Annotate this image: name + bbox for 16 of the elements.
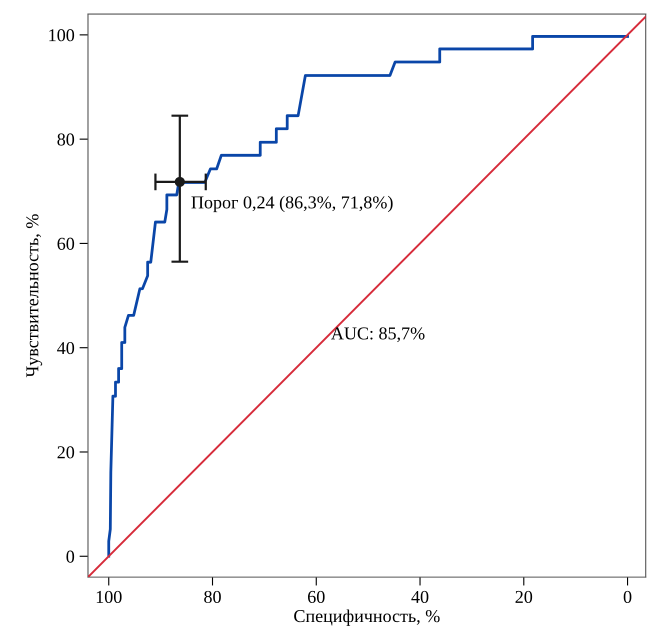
annotation: AUC: 85,7% [331,327,425,342]
x-tick-label: 80 [204,590,221,604]
y-axis-title: Чувствительность, % [26,214,42,378]
x-tick-label: 0 [624,590,632,604]
x-axis-title: Специфичность, % [294,609,440,626]
x-tick-label: 20 [516,590,532,604]
x-tick-label: 60 [308,590,325,604]
y-tick-label: 20 [58,446,74,458]
x-tick-label: 100 [96,590,122,604]
annotation: Порог 0,24 (86,3%, 71,8%) [191,196,393,212]
y-tick-label: 40 [57,342,74,354]
x-tick-label: 40 [411,590,428,604]
y-tick-label: 80 [57,133,74,146]
y-tick-label: 100 [49,29,74,42]
y-tick-label: 60 [58,238,74,250]
y-tick-label: 0 [66,550,74,563]
